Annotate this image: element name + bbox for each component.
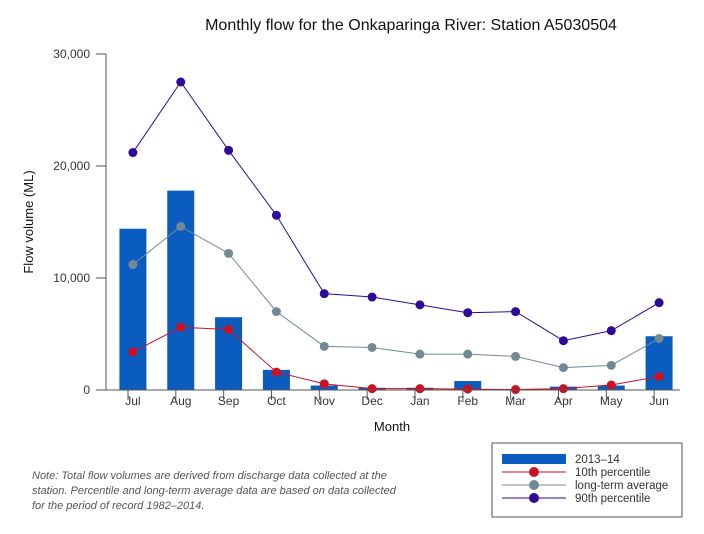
x-tick-label: Aug bbox=[170, 394, 191, 408]
x-tick-label: Apr bbox=[554, 394, 573, 408]
series-point bbox=[463, 349, 473, 359]
series-point bbox=[128, 148, 138, 158]
line-series bbox=[128, 77, 664, 395]
series-point bbox=[367, 292, 377, 302]
axes: 0 10,000 20,000 30,000 Jul Aug Sep Oct Nov Dec Jan… bbox=[53, 47, 680, 408]
x-tick-label: Sep bbox=[218, 394, 240, 408]
series-point bbox=[558, 336, 568, 346]
legend-label: 2013–14 bbox=[575, 454, 620, 466]
x-tick-label: Nov bbox=[314, 394, 335, 408]
legend-swatch-marker bbox=[529, 480, 539, 490]
series-point bbox=[654, 333, 664, 343]
series-point bbox=[367, 342, 377, 352]
series-point bbox=[463, 384, 473, 394]
x-tick-label: Dec bbox=[361, 394, 382, 408]
series-point bbox=[128, 347, 138, 357]
x-tick-label: Jun bbox=[649, 394, 668, 408]
series-point bbox=[224, 325, 234, 335]
chart-title: Monthly flow for the Onkaparinga River: … bbox=[205, 17, 617, 34]
bar bbox=[119, 228, 147, 390]
x-axis-label: Month bbox=[374, 419, 410, 434]
footnote: Note: Total flow volumes are derived fro… bbox=[32, 470, 396, 512]
series-point bbox=[271, 307, 281, 317]
series-point bbox=[319, 341, 329, 351]
series-point bbox=[224, 145, 234, 155]
x-tick-label: Jan bbox=[410, 394, 429, 408]
series-point bbox=[176, 77, 186, 87]
series-point bbox=[176, 322, 186, 332]
series-point bbox=[606, 360, 616, 370]
bar-series bbox=[119, 190, 673, 390]
series-point bbox=[271, 210, 281, 220]
series-point bbox=[271, 367, 281, 377]
series-point bbox=[319, 289, 329, 299]
series-point bbox=[511, 351, 521, 361]
series-point bbox=[367, 384, 377, 394]
series-point bbox=[224, 248, 234, 258]
x-tick-label: May bbox=[600, 394, 623, 408]
bar bbox=[167, 190, 195, 390]
series-line bbox=[132, 81, 660, 342]
legend-swatch-bar bbox=[502, 454, 566, 464]
bar bbox=[262, 369, 290, 390]
series-point bbox=[415, 300, 425, 310]
series-point bbox=[654, 372, 664, 382]
series-point bbox=[654, 298, 664, 308]
legend-swatch-marker bbox=[529, 467, 539, 477]
legend-swatch-marker bbox=[529, 493, 539, 503]
series-point bbox=[463, 308, 473, 318]
legend-label: 10th percentile bbox=[575, 467, 650, 479]
series-point bbox=[176, 221, 186, 231]
series-point bbox=[606, 380, 616, 390]
series-point bbox=[511, 307, 521, 317]
series-point bbox=[558, 363, 568, 373]
legend-label: 90th percentile bbox=[575, 493, 650, 505]
y-tick-label: 0 bbox=[83, 383, 90, 397]
x-tick-label: Feb bbox=[457, 394, 478, 408]
y-axis-label: Flow volume (ML) bbox=[21, 170, 36, 273]
series-point bbox=[319, 379, 329, 389]
legend-label: long-term average bbox=[575, 480, 668, 492]
series-point bbox=[415, 384, 425, 394]
y-tick-label: 10,000 bbox=[53, 271, 90, 285]
series-line bbox=[132, 326, 660, 391]
series-line bbox=[132, 225, 660, 369]
x-tick-label: Oct bbox=[267, 394, 286, 408]
series-point bbox=[128, 260, 138, 270]
series-point bbox=[606, 326, 616, 336]
series-point bbox=[558, 384, 568, 394]
series-point bbox=[415, 349, 425, 359]
y-tick-label: 30,000 bbox=[53, 47, 90, 61]
y-tick-label: 20,000 bbox=[53, 159, 90, 173]
x-tick-label: Mar bbox=[505, 394, 526, 408]
x-tick-label: Jul bbox=[125, 394, 140, 408]
